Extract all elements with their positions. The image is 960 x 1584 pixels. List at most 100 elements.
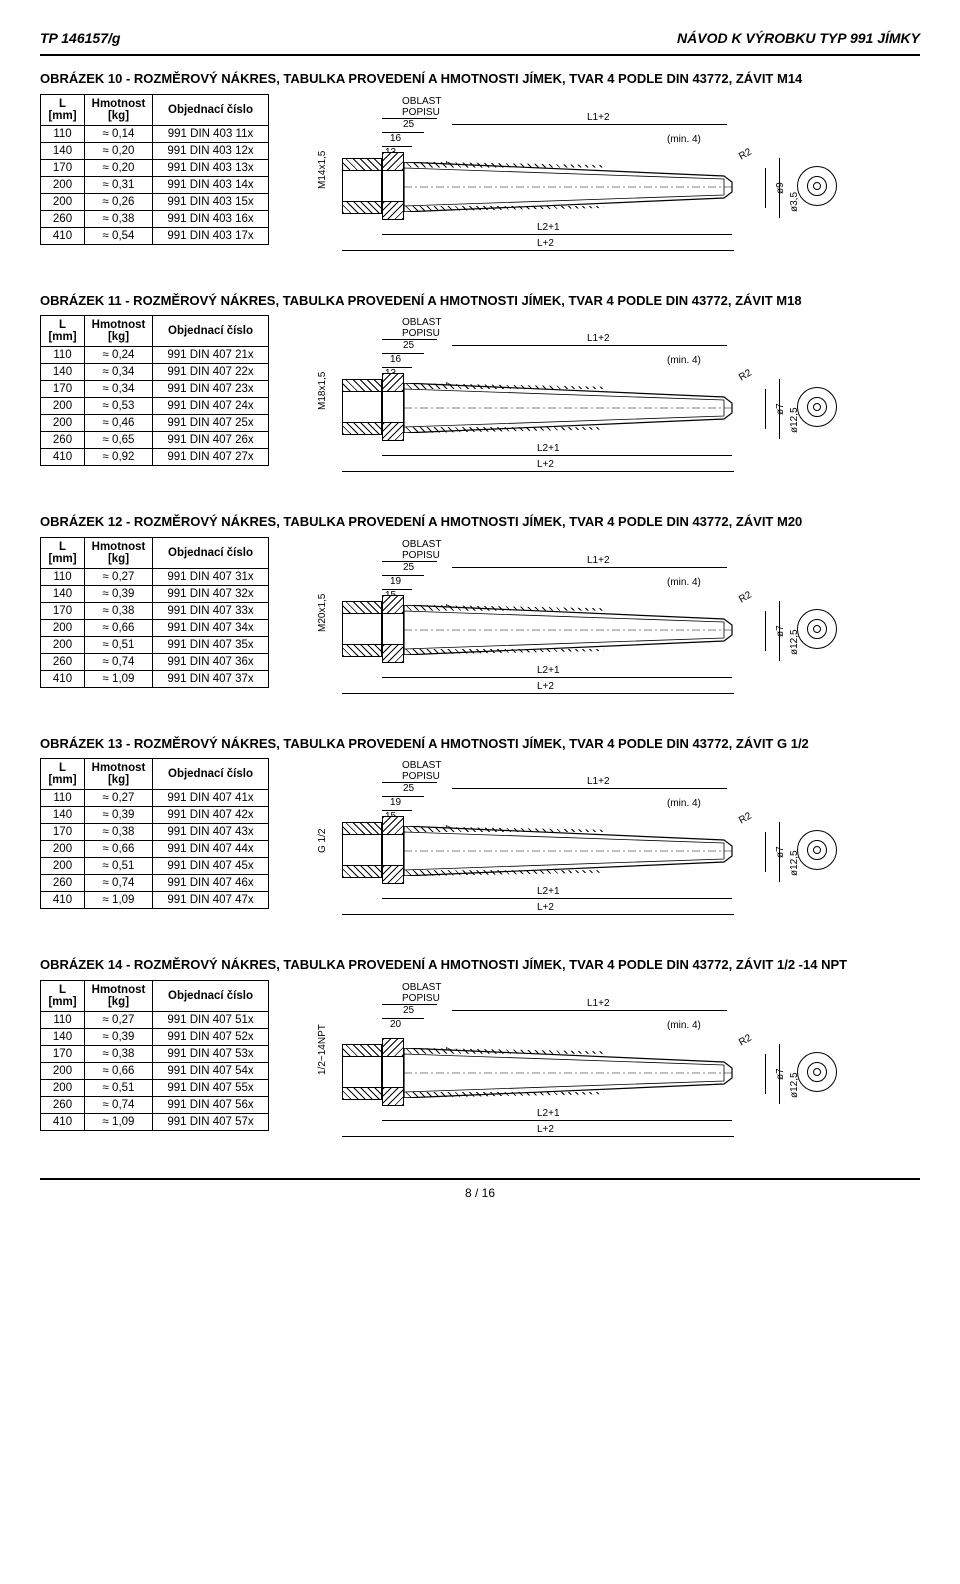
cell-H: ≈ 0,51 (85, 636, 153, 653)
table-row: 200 ≈ 0,53 991 DIN 407 24x (41, 398, 269, 415)
cell-O: 991 DIN 403 14x (153, 176, 269, 193)
cell-L: 140 (41, 585, 85, 602)
cell-H: ≈ 0,27 (85, 790, 153, 807)
cell-H: ≈ 1,09 (85, 892, 153, 909)
cell-H: ≈ 0,27 (85, 568, 153, 585)
table-row: 110 ≈ 0,24 991 DIN 407 21x (41, 347, 269, 364)
table-row: 260 ≈ 0,74 991 DIN 407 46x (41, 875, 269, 892)
cell-O: 991 DIN 407 35x (153, 636, 269, 653)
page-footer: 8 / 16 (40, 1186, 920, 1200)
cell-O: 991 DIN 407 55x (153, 1079, 269, 1096)
cell-O: 991 DIN 407 22x (153, 364, 269, 381)
cell-H: ≈ 0,20 (85, 142, 153, 159)
cell-L: 200 (41, 858, 85, 875)
cell-O: 991 DIN 403 13x (153, 159, 269, 176)
cell-O: 991 DIN 407 46x (153, 875, 269, 892)
cell-L: 170 (41, 1045, 85, 1062)
col-H-header: Hmotnost[kg] (85, 537, 153, 568)
cell-L: 410 (41, 892, 85, 909)
section-title: OBRÁZEK 13 - ROZMĚROVÝ NÁKRES, TABULKA P… (40, 735, 920, 753)
cell-O: 991 DIN 407 31x (153, 568, 269, 585)
cell-L: 410 (41, 670, 85, 687)
cell-O: 991 DIN 403 16x (153, 210, 269, 227)
cell-O: 991 DIN 403 12x (153, 142, 269, 159)
section-3: OBRÁZEK 13 - ROZMĚROVÝ NÁKRES, TABULKA P… (40, 735, 920, 939)
cell-O: 991 DIN 407 34x (153, 619, 269, 636)
cell-L: 410 (41, 1113, 85, 1130)
cell-H: ≈ 0,92 (85, 449, 153, 466)
cell-H: ≈ 0,39 (85, 807, 153, 824)
col-H-header: Hmotnost[kg] (85, 980, 153, 1011)
cell-H: ≈ 0,34 (85, 381, 153, 398)
col-O-header: Objednací číslo (153, 316, 269, 347)
table-row: 140 ≈ 0,39 991 DIN 407 52x (41, 1028, 269, 1045)
technical-drawing: OBLAST POPISU 25 19 15 M20x1,5 ø26h7 L1+… (287, 537, 847, 717)
cell-L: 260 (41, 653, 85, 670)
table-row: 170 ≈ 0,38 991 DIN 407 53x (41, 1045, 269, 1062)
footer-rule (40, 1178, 920, 1180)
table-row: 260 ≈ 0,38 991 DIN 403 16x (41, 210, 269, 227)
cell-H: ≈ 0,39 (85, 1028, 153, 1045)
data-table: L[mm] Hmotnost[kg] Objednací číslo 110 ≈… (40, 315, 269, 466)
table-row: 200 ≈ 0,31 991 DIN 403 14x (41, 176, 269, 193)
cell-L: 260 (41, 1096, 85, 1113)
cell-L: 260 (41, 432, 85, 449)
col-H-header: Hmotnost[kg] (85, 94, 153, 125)
cell-O: 991 DIN 407 56x (153, 1096, 269, 1113)
cell-O: 991 DIN 407 32x (153, 585, 269, 602)
table-row: 140 ≈ 0,20 991 DIN 403 12x (41, 142, 269, 159)
section-0: OBRÁZEK 10 - ROZMĚROVÝ NÁKRES, TABULKA P… (40, 70, 920, 274)
table-row: 170 ≈ 0,20 991 DIN 403 13x (41, 159, 269, 176)
data-table: L[mm] Hmotnost[kg] Objednací číslo 110 ≈… (40, 537, 269, 688)
col-O-header: Objednací číslo (153, 759, 269, 790)
cell-O: 991 DIN 407 33x (153, 602, 269, 619)
cell-H: ≈ 0,26 (85, 193, 153, 210)
data-table: L[mm] Hmotnost[kg] Objednací číslo 110 ≈… (40, 94, 269, 245)
col-O-header: Objednací číslo (153, 537, 269, 568)
table-row: 200 ≈ 0,46 991 DIN 407 25x (41, 415, 269, 432)
col-L-header: L[mm] (41, 759, 85, 790)
cell-O: 991 DIN 407 27x (153, 449, 269, 466)
table-row: 410 ≈ 0,54 991 DIN 403 17x (41, 227, 269, 244)
cell-H: ≈ 0,14 (85, 125, 153, 142)
cell-L: 170 (41, 824, 85, 841)
cell-H: ≈ 0,34 (85, 364, 153, 381)
cell-H: ≈ 0,66 (85, 619, 153, 636)
cell-O: 991 DIN 407 47x (153, 892, 269, 909)
cell-L: 200 (41, 619, 85, 636)
cell-L: 260 (41, 210, 85, 227)
cell-L: 200 (41, 1062, 85, 1079)
cell-O: 991 DIN 407 25x (153, 415, 269, 432)
cell-O: 991 DIN 407 53x (153, 1045, 269, 1062)
cell-L: 110 (41, 790, 85, 807)
cell-H: ≈ 0,54 (85, 227, 153, 244)
table-row: 200 ≈ 0,66 991 DIN 407 34x (41, 619, 269, 636)
data-table: L[mm] Hmotnost[kg] Objednací číslo 110 ≈… (40, 980, 269, 1131)
cell-O: 991 DIN 407 43x (153, 824, 269, 841)
cell-H: ≈ 0,31 (85, 176, 153, 193)
cell-O: 991 DIN 403 15x (153, 193, 269, 210)
data-table: L[mm] Hmotnost[kg] Objednací číslo 110 ≈… (40, 758, 269, 909)
cell-L: 200 (41, 841, 85, 858)
technical-drawing: OBLAST POPISU 25 16 13 M18x1,5 ø24h7 L1+… (287, 315, 847, 495)
cell-H: ≈ 0,66 (85, 1062, 153, 1079)
cell-H: ≈ 1,09 (85, 670, 153, 687)
cell-L: 140 (41, 1028, 85, 1045)
table-row: 140 ≈ 0,39 991 DIN 407 32x (41, 585, 269, 602)
cell-O: 991 DIN 407 24x (153, 398, 269, 415)
cell-H: ≈ 0,53 (85, 398, 153, 415)
cell-O: 991 DIN 407 42x (153, 807, 269, 824)
cell-H: ≈ 0,66 (85, 841, 153, 858)
cell-H: ≈ 0,38 (85, 1045, 153, 1062)
section-2: OBRÁZEK 12 - ROZMĚROVÝ NÁKRES, TABULKA P… (40, 513, 920, 717)
table-row: 410 ≈ 0,92 991 DIN 407 27x (41, 449, 269, 466)
col-O-header: Objednací číslo (153, 94, 269, 125)
cell-O: 991 DIN 407 21x (153, 347, 269, 364)
cell-O: 991 DIN 407 52x (153, 1028, 269, 1045)
header-rule (40, 54, 920, 56)
cell-L: 410 (41, 449, 85, 466)
cell-H: ≈ 0,20 (85, 159, 153, 176)
section-4: OBRÁZEK 14 - ROZMĚROVÝ NÁKRES, TABULKA P… (40, 956, 920, 1160)
cell-H: ≈ 0,65 (85, 432, 153, 449)
table-row: 260 ≈ 0,65 991 DIN 407 26x (41, 432, 269, 449)
